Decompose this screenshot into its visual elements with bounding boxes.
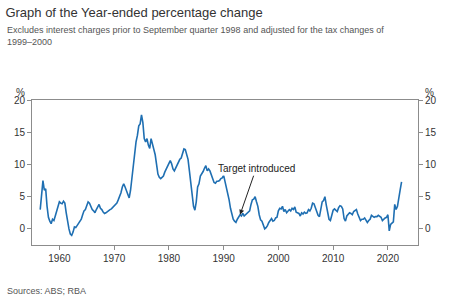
svg-text:20: 20 bbox=[14, 95, 26, 106]
svg-text:Graph of the Year-ended percen: Graph of the Year-ended percentage chang… bbox=[5, 5, 262, 20]
svg-text:%: % bbox=[425, 87, 434, 98]
svg-text:Target introduced: Target introduced bbox=[218, 163, 295, 174]
svg-text:1980: 1980 bbox=[158, 253, 181, 264]
svg-text:20: 20 bbox=[425, 95, 437, 106]
svg-text:2010: 2010 bbox=[322, 253, 345, 264]
svg-text:%: % bbox=[16, 87, 25, 98]
svg-text:1990: 1990 bbox=[213, 253, 236, 264]
svg-text:Excludes interest charges prio: Excludes interest charges prior to Septe… bbox=[7, 25, 384, 47]
svg-text:1960: 1960 bbox=[48, 253, 71, 264]
svg-text:5: 5 bbox=[19, 191, 25, 202]
svg-text:10: 10 bbox=[14, 159, 26, 170]
svg-text:15: 15 bbox=[14, 127, 26, 138]
svg-text:2000: 2000 bbox=[267, 253, 290, 264]
svg-text:1970: 1970 bbox=[103, 253, 126, 264]
svg-text:0: 0 bbox=[19, 223, 25, 234]
svg-text:0: 0 bbox=[425, 223, 431, 234]
svg-text:2020: 2020 bbox=[377, 253, 400, 264]
svg-text:15: 15 bbox=[425, 127, 437, 138]
svg-text:Sources: ABS; RBA: Sources: ABS; RBA bbox=[7, 286, 86, 296]
svg-text:5: 5 bbox=[425, 191, 431, 202]
svg-text:10: 10 bbox=[425, 159, 437, 170]
